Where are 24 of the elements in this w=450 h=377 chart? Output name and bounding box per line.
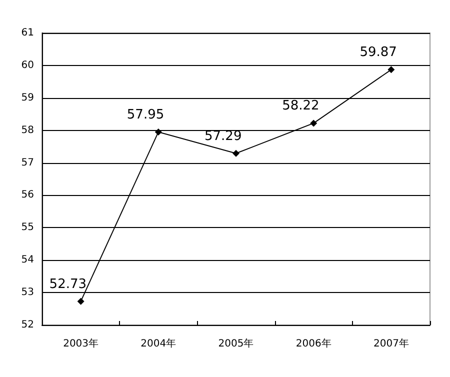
data-label: 58.22 [282, 98, 320, 114]
x-tick-label: 2004年 [140, 338, 176, 350]
y-tick-label: 54 [21, 254, 34, 266]
x-tick-label: 2003年 [63, 338, 99, 350]
point [310, 120, 318, 127]
x-tick-label: 2007年 [373, 338, 409, 350]
point [77, 298, 84, 305]
y-tick-label: 53 [21, 287, 34, 298]
y-tick-label: 57 [21, 157, 34, 168]
point [154, 128, 162, 136]
x-tick-label: 2006年 [296, 338, 332, 350]
data-label: 57.95 [126, 107, 164, 122]
y-tick-label: 56 [21, 190, 34, 201]
point [232, 150, 240, 157]
y-tick-label: 61 [21, 28, 34, 38]
data-label: 59.87 [360, 45, 397, 60]
y-tick-label: 60 [21, 60, 34, 71]
point [388, 66, 395, 74]
y-tick-label: 59 [21, 92, 34, 104]
y-tick-label: 52 [21, 320, 34, 330]
data-label: 52.73 [49, 276, 87, 292]
y-tick-label: 58 [21, 124, 34, 136]
x-tick-label: 2005年 [218, 338, 254, 350]
y-tick-label: 55 [21, 222, 34, 234]
